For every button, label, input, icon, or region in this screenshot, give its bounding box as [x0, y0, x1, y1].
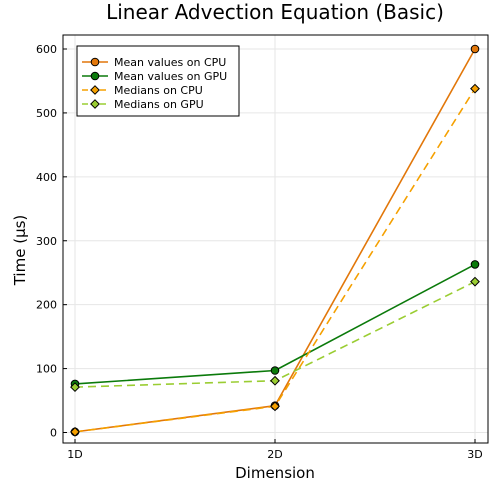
legend-label: Mean values on CPU — [114, 56, 226, 69]
y-tick-label: 500 — [36, 107, 57, 120]
data-point — [270, 375, 280, 386]
legend-marker — [90, 99, 100, 109]
legend-marker — [90, 57, 100, 67]
data-point — [270, 366, 280, 375]
y-axis-label: Time (μs) — [11, 215, 29, 287]
ticks: 1D 2D 3D 0 100 200 300 400 500 600 — [36, 43, 483, 461]
legend-marker — [90, 71, 100, 81]
legend-marker — [90, 85, 100, 95]
data-point — [470, 260, 480, 269]
x-tick-label: 3D — [467, 448, 482, 461]
y-tick-label: 200 — [36, 299, 57, 312]
x-tick-label: 1D — [67, 448, 82, 461]
series-layer — [70, 44, 480, 437]
data-point — [70, 382, 80, 393]
series-3 — [70, 276, 480, 393]
legend-label: Mean values on GPU — [114, 70, 227, 83]
legend-label: Medians on CPU — [114, 84, 203, 97]
chart-title: Linear Advection Equation (Basic) — [106, 0, 444, 24]
y-tick-label: 600 — [36, 43, 57, 56]
series-1 — [70, 260, 480, 389]
series-2 — [70, 83, 480, 437]
data-point — [270, 401, 280, 412]
legend-label: Medians on GPU — [114, 98, 204, 111]
y-tick-label: 0 — [50, 427, 57, 440]
y-tick-label: 100 — [36, 363, 57, 376]
data-point — [470, 276, 480, 287]
data-point — [470, 83, 480, 94]
x-axis-label: Dimension — [235, 464, 315, 482]
data-point — [470, 44, 480, 54]
x-tick-label: 2D — [267, 448, 282, 461]
y-tick-label: 300 — [36, 235, 57, 248]
y-tick-label: 400 — [36, 171, 57, 184]
data-point — [70, 426, 80, 437]
